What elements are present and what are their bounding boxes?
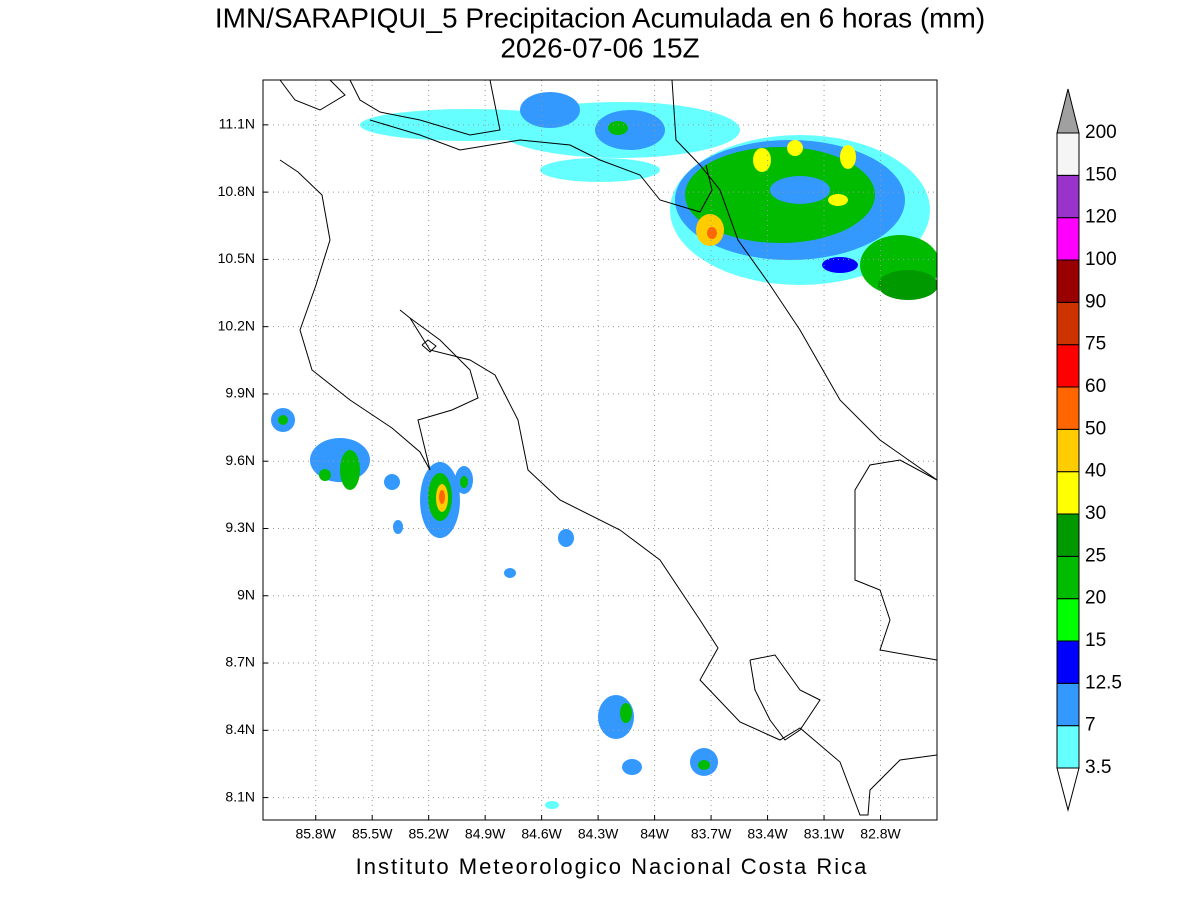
lat-tick-label: 11.1N	[219, 116, 255, 132]
colorbar-label: 15	[1085, 630, 1106, 651]
colorbar-label: 60	[1085, 376, 1106, 397]
lon-tick-label: 85.2W	[408, 826, 449, 842]
colorbar-box	[1056, 682, 1080, 727]
colorbar-box	[1056, 174, 1080, 219]
colorbar-box	[1056, 301, 1080, 346]
lat-tick-label: 10.5N	[218, 250, 255, 266]
colorbar-under	[1056, 767, 1080, 812]
subtitle: 2026-07-06 15Z	[500, 32, 699, 63]
colorbar-box	[1056, 259, 1080, 303]
colorbar-over	[1056, 88, 1080, 134]
colorbar-box	[1056, 513, 1080, 557]
colorbar-label: 20	[1085, 588, 1106, 609]
footer: Instituto Meteorologico Nacional Costa R…	[356, 854, 869, 879]
colorbar-box	[1056, 598, 1080, 642]
lon-tick-label: 85.8W	[295, 826, 336, 842]
colorbar-box	[1056, 428, 1080, 473]
lat-tick-label: 8.4N	[225, 721, 255, 737]
colorbar-label: 200	[1085, 122, 1117, 143]
lon-tick-label: 82.8W	[860, 826, 901, 842]
colorbar-box	[1056, 471, 1080, 515]
colorbar-label: 120	[1085, 207, 1117, 228]
lon-tick-label: 84.9W	[465, 826, 506, 842]
colorbar: 3.5 7 12.5 15 20 25 30 40 50 60 75 90 100 120 150 200	[1056, 88, 1122, 812]
lat-tick-label: 9.3N	[225, 519, 255, 535]
graticule: 85.8W 85.5W 85.2W 84.9W 84.6W 84.3W 84W 83.7W 83…	[218, 80, 937, 842]
lat-tick-label: 10.2N	[218, 317, 255, 333]
colorbar-box	[1056, 217, 1080, 261]
lat-tick-label: 9.9N	[225, 385, 255, 401]
colorbar-box	[1056, 386, 1080, 430]
lon-tick-label: 85.5W	[352, 826, 393, 842]
colorbar-label: 25	[1085, 545, 1106, 566]
map-frame	[262, 79, 938, 821]
lon-tick-label: 83.4W	[747, 826, 788, 842]
colorbar-label: 50	[1085, 418, 1106, 439]
colorbar-label: 7	[1085, 715, 1096, 736]
coastlines	[279, 80, 937, 816]
lat-tick-label: 9N	[237, 586, 255, 602]
colorbar-box	[1056, 725, 1080, 769]
lon-tick-label: 84.3W	[578, 826, 619, 842]
colorbar-label: 40	[1085, 461, 1106, 482]
colorbar-label: 12.5	[1085, 672, 1122, 693]
lat-tick-label: 10.8N	[218, 183, 255, 199]
lon-tick-label: 83.1W	[804, 826, 845, 842]
colorbar-label: 3.5	[1085, 757, 1111, 778]
colorbar-label: 30	[1085, 503, 1106, 524]
colorbar-label: 150	[1085, 164, 1117, 185]
lon-tick-label: 83.7W	[691, 826, 732, 842]
precipitation-field	[271, 92, 937, 809]
lon-tick-label: 84.6W	[521, 826, 562, 842]
lat-tick-label: 8.7N	[225, 654, 255, 670]
colorbar-box	[1056, 132, 1080, 176]
colorbar-label: 90	[1085, 291, 1106, 312]
colorbar-box	[1056, 640, 1080, 684]
colorbar-box	[1056, 344, 1080, 388]
colorbar-label: 75	[1085, 334, 1106, 355]
title: IMN/SARAPIQUI_5 Precipitacion Acumulada …	[215, 2, 985, 33]
lat-tick-label: 9.6N	[225, 452, 255, 468]
colorbar-box	[1056, 555, 1080, 600]
lat-tick-label: 8.1N	[225, 788, 255, 804]
colorbar-label: 100	[1085, 249, 1117, 270]
lon-tick-label: 84W	[640, 826, 670, 842]
